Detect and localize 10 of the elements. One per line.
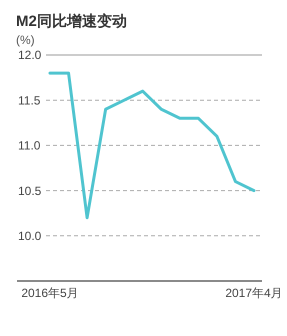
- y-tick-label: 11.0: [18, 138, 41, 153]
- y-tick-label: 10.5: [18, 184, 42, 198]
- x-tick-label: 2016年5月: [21, 286, 79, 300]
- x-tick-label: 2017年4月: [225, 286, 283, 300]
- chart-title: M2同比增速变动: [16, 12, 127, 30]
- y-tick-label: 10.0: [18, 229, 42, 243]
- line-series: [48, 72, 256, 220]
- y-tick-label: 11.5: [18, 93, 41, 108]
- y-tick-label: 12.0: [18, 48, 42, 62]
- y-axis-title: (%): [16, 33, 35, 47]
